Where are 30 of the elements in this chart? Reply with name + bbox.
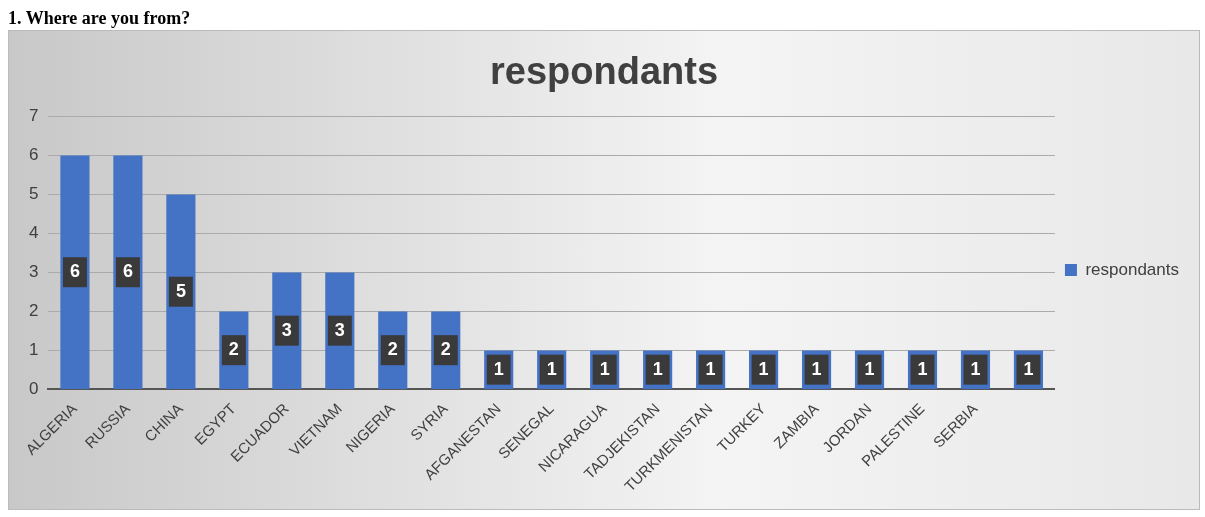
y-tick-label: 7: [28, 106, 39, 126]
y-tick-label: 5: [28, 184, 39, 204]
data-label: 6: [122, 261, 133, 282]
data-label: 5: [175, 280, 186, 301]
y-tick-label: 2: [28, 301, 39, 321]
data-label: 2: [228, 339, 239, 360]
data-label: 3: [334, 319, 345, 340]
y-tick-label: 4: [28, 223, 39, 243]
data-label: 1: [652, 358, 663, 379]
data-label: 1: [758, 358, 769, 379]
data-label: 2: [387, 339, 398, 360]
data-label: 1: [546, 358, 557, 379]
data-label: 1: [1023, 358, 1034, 379]
data-label: 1: [917, 358, 928, 379]
data-label: 1: [705, 358, 716, 379]
data-label: 6: [69, 261, 80, 282]
data-label: 1: [599, 358, 610, 379]
y-tick-label: 0: [28, 379, 39, 399]
text: 1. Where are you from?: [8, 8, 192, 30]
data-label: 1: [811, 358, 822, 379]
y-tick-label: 3: [28, 262, 39, 282]
data-label: 2: [440, 339, 451, 360]
y-tick-label: 1: [28, 340, 39, 360]
legend-label: respondants: [1085, 259, 1180, 279]
chart-title: respondants: [489, 50, 719, 93]
data-label: 3: [281, 319, 292, 340]
data-label: 1: [864, 358, 875, 379]
y-tick-label: 6: [28, 145, 39, 165]
data-label: 1: [970, 358, 981, 379]
data-label: 1: [493, 358, 504, 379]
